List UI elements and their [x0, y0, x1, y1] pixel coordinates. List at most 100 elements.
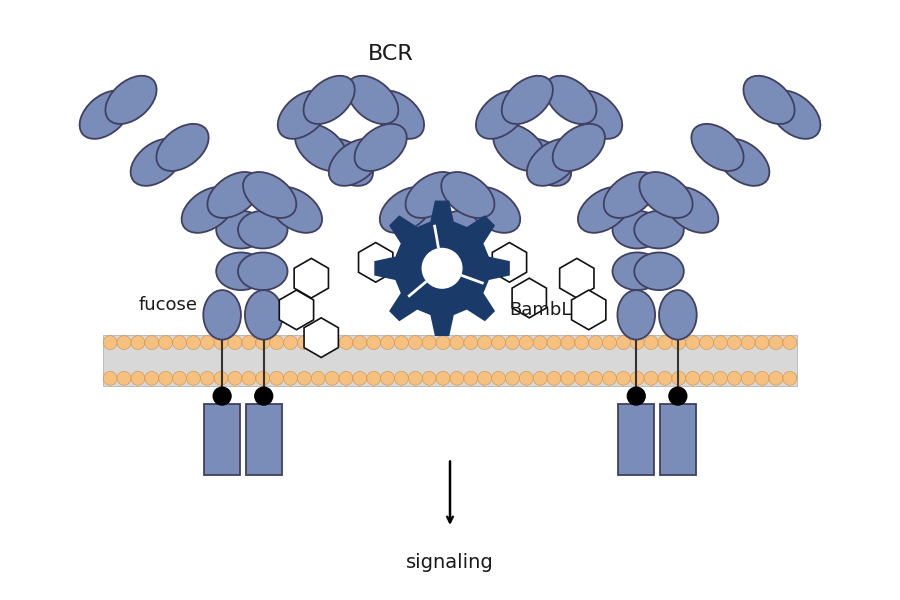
Circle shape: [214, 335, 228, 350]
Circle shape: [672, 335, 686, 350]
Ellipse shape: [436, 253, 486, 290]
Circle shape: [297, 335, 311, 350]
Circle shape: [616, 371, 630, 385]
Circle shape: [533, 335, 547, 350]
Ellipse shape: [238, 253, 287, 290]
Circle shape: [173, 335, 186, 350]
Circle shape: [575, 335, 589, 350]
Circle shape: [104, 335, 117, 350]
Circle shape: [603, 335, 616, 350]
Circle shape: [145, 335, 158, 350]
Circle shape: [686, 335, 699, 350]
Polygon shape: [375, 201, 509, 335]
Ellipse shape: [639, 172, 693, 218]
Circle shape: [547, 335, 561, 350]
Ellipse shape: [691, 124, 743, 171]
Ellipse shape: [79, 91, 130, 139]
Ellipse shape: [278, 91, 329, 139]
Circle shape: [669, 387, 687, 405]
Circle shape: [213, 387, 231, 405]
Circle shape: [131, 371, 145, 385]
Ellipse shape: [553, 124, 605, 171]
Ellipse shape: [373, 91, 424, 139]
Circle shape: [367, 371, 381, 385]
Circle shape: [603, 371, 616, 385]
Circle shape: [450, 335, 464, 350]
Circle shape: [228, 371, 242, 385]
Circle shape: [727, 335, 742, 350]
Ellipse shape: [526, 139, 580, 186]
Circle shape: [783, 371, 796, 385]
Ellipse shape: [295, 124, 347, 171]
Circle shape: [506, 335, 519, 350]
Circle shape: [686, 371, 699, 385]
Circle shape: [450, 371, 464, 385]
Circle shape: [630, 335, 644, 350]
Ellipse shape: [501, 76, 553, 124]
Ellipse shape: [105, 76, 157, 124]
Circle shape: [201, 335, 214, 350]
Ellipse shape: [770, 91, 821, 139]
Circle shape: [381, 335, 394, 350]
Ellipse shape: [328, 139, 381, 186]
Ellipse shape: [355, 124, 407, 171]
Ellipse shape: [545, 76, 597, 124]
Ellipse shape: [269, 187, 322, 233]
Circle shape: [325, 371, 339, 385]
Circle shape: [117, 335, 131, 350]
Ellipse shape: [157, 124, 209, 171]
Circle shape: [214, 371, 228, 385]
Circle shape: [339, 371, 353, 385]
Text: fucose: fucose: [139, 296, 197, 314]
Circle shape: [464, 371, 478, 385]
Ellipse shape: [493, 124, 545, 171]
Circle shape: [478, 335, 491, 350]
Circle shape: [616, 335, 630, 350]
Ellipse shape: [130, 139, 183, 186]
Ellipse shape: [380, 187, 433, 233]
Polygon shape: [560, 259, 594, 298]
Circle shape: [464, 335, 478, 350]
Ellipse shape: [571, 91, 622, 139]
Ellipse shape: [414, 211, 464, 248]
Circle shape: [228, 335, 242, 350]
Text: signaling: signaling: [406, 553, 494, 572]
Circle shape: [714, 335, 727, 350]
Ellipse shape: [578, 187, 631, 233]
Ellipse shape: [238, 211, 287, 248]
Bar: [618, 404, 654, 475]
Ellipse shape: [347, 76, 399, 124]
Circle shape: [255, 387, 273, 405]
Polygon shape: [294, 259, 328, 298]
Ellipse shape: [414, 253, 464, 290]
Polygon shape: [279, 290, 313, 330]
Circle shape: [699, 371, 714, 385]
Circle shape: [478, 371, 491, 385]
Circle shape: [699, 335, 714, 350]
Circle shape: [173, 371, 186, 385]
Ellipse shape: [203, 290, 241, 340]
Circle shape: [533, 371, 547, 385]
Ellipse shape: [406, 172, 459, 218]
Circle shape: [519, 371, 533, 385]
Circle shape: [353, 371, 367, 385]
Circle shape: [394, 335, 409, 350]
Ellipse shape: [665, 187, 718, 233]
Circle shape: [422, 248, 462, 288]
Ellipse shape: [634, 211, 684, 248]
Circle shape: [727, 371, 742, 385]
Circle shape: [561, 371, 575, 385]
Circle shape: [769, 335, 783, 350]
Circle shape: [714, 371, 727, 385]
Circle shape: [422, 371, 436, 385]
Circle shape: [491, 335, 506, 350]
Circle shape: [742, 371, 755, 385]
Circle shape: [394, 371, 409, 385]
Circle shape: [353, 335, 367, 350]
Circle shape: [627, 387, 645, 405]
Circle shape: [436, 335, 450, 350]
Circle shape: [311, 371, 325, 385]
Ellipse shape: [743, 76, 795, 124]
Bar: [204, 404, 240, 475]
Ellipse shape: [243, 172, 296, 218]
